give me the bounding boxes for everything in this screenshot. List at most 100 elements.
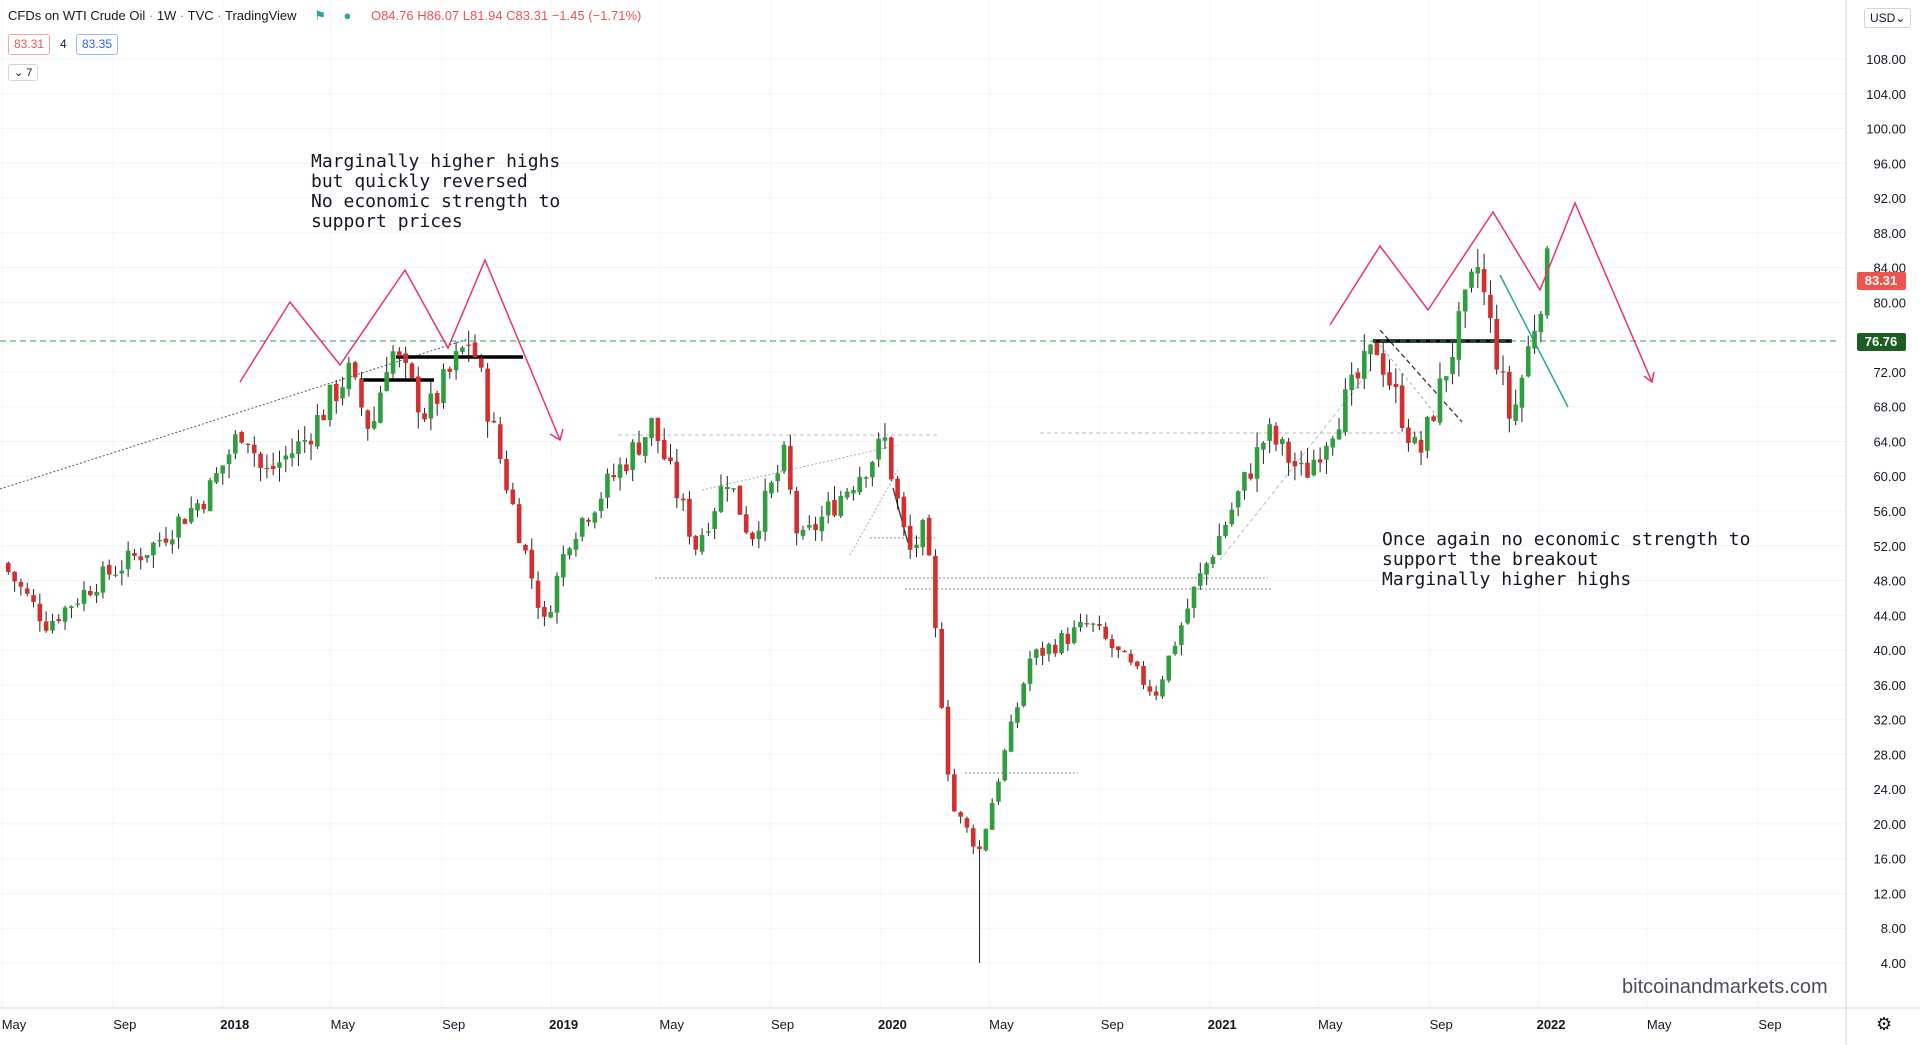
bearish-candle [1052,644,1058,654]
bullish-candle [460,347,465,352]
bearish-candle [1500,371,1506,373]
bullish-candle [94,591,99,596]
bearish-candle [636,442,642,455]
bullish-candle [989,803,995,830]
bearish-candle [201,503,207,510]
bullish-candle [346,362,352,390]
bullish-candle [1179,625,1184,646]
bearish-candle [1122,651,1127,653]
indicators-toggle[interactable]: ⌄ 7 [8,64,39,81]
ohlc-values: O84.76 H86.07 L81.94 C83.31 −1.45 (−1.71… [371,8,641,23]
settings-gear-icon[interactable]: ⚙ [1876,1014,1893,1034]
bullish-candle [844,491,850,498]
bullish-candle [1532,330,1537,349]
bearish-candle [491,420,497,423]
bearish-candle [352,362,358,378]
interval-label[interactable]: 1W [156,8,177,23]
bearish-candle [958,812,963,817]
bullish-candle [592,512,598,523]
bullish-candle [1034,649,1039,658]
bearish-candle [1380,353,1386,375]
bullish-candle [151,542,156,556]
bullish-candle [579,518,585,537]
bullish-candle [775,473,781,482]
flag-icon[interactable]: ⚑ [314,8,326,23]
annotation-right[interactable]: Once again no economic strength to suppo… [1382,529,1751,590]
bullish-candle [1462,289,1468,312]
time-tick-label: 2020 [878,1017,907,1032]
ohlc-open: O84.76 [370,8,414,23]
bullish-candle [851,490,856,494]
time-tick-label: May [331,1017,356,1032]
bearish-candle [251,444,257,454]
time-tick-label: 2022 [1537,1017,1566,1032]
bullish-candle [195,503,200,511]
bearish-candle [680,498,686,501]
bullish-candle [863,477,869,479]
price-tick-label: 8.00 [1881,921,1906,936]
trendline-2017-2018 [0,338,469,490]
price-tick-label: 104.00 [1866,87,1906,102]
time-tick-label: Sep [771,1017,794,1032]
time-tick-label: Sep [113,1017,136,1032]
bearish-candle [1317,459,1323,463]
symbol-name[interactable]: CFDs on WTI Crude Oil [8,8,146,23]
bearish-candle [1507,371,1512,419]
bullish-candle [1197,573,1203,586]
annotation-left[interactable]: Marginally higher highs but quickly reve… [311,151,561,232]
bearish-candle [516,504,522,544]
bearish-candle [1103,626,1108,639]
bullish-candle [806,525,812,528]
spread-value: 4 [60,37,67,51]
time-tick-label: 2021 [1208,1017,1237,1032]
bullish-candle [62,607,68,622]
bearish-candle [1109,639,1115,649]
bullish-candle [699,534,705,552]
bearish-candle [434,392,440,404]
bullish-candle [220,465,226,474]
buy-button[interactable]: 83.35 [76,34,119,55]
currency-selector[interactable]: USD⌄ [1864,8,1912,28]
bullish-candle [1185,608,1190,624]
bearish-candle [687,498,692,537]
bullish-candle [1525,346,1531,377]
bearish-candle [321,414,326,421]
exchange-label: TVC [187,8,214,23]
bearish-candle [397,351,402,357]
bullish-candle [371,421,377,429]
bullish-candle [176,516,181,538]
bearish-candle [12,571,17,582]
last-price-badge [1857,272,1906,290]
bullish-candle [100,566,106,593]
separator: · [217,8,226,23]
price-tick-label: 56.00 [1873,504,1906,519]
separator: · [148,8,157,23]
sell-button[interactable]: 83.31 [8,34,51,55]
time-tick-label: 2018 [220,1017,249,1032]
bearish-candle [264,467,270,470]
bullish-candle [1469,271,1474,288]
bearish-candle [542,606,547,617]
bullish-candle [857,476,863,493]
bearish-candle [87,591,93,596]
bearish-candle [611,474,617,478]
projection-lines [239,201,1655,442]
bullish-candle [453,351,459,371]
price-axis[interactable]: 4.00 8.00 12.00 16.00 20.00 24.00 28.00 32.00 36… [1866,52,1906,971]
bearish-candle [497,424,503,460]
bearish-candle [1305,462,1310,478]
bullish-candle [1015,707,1020,723]
bullish-candle [1368,344,1373,355]
bearish-candle [1248,473,1254,479]
price-tick-label: 80.00 [1873,295,1906,310]
price-tick-label: 40.00 [1873,643,1906,658]
bullish-candle [1456,311,1462,360]
indicators-count: 7 [26,67,33,79]
bearish-candle [1273,425,1279,445]
time-tick-label: Sep [442,1017,465,1032]
bearish-candle [485,368,490,422]
bearish-candle [43,621,49,631]
time-axis[interactable]: May Sep 2018 May Sep 2019 May Sep 2020 May Sep 2021… [2,1017,1782,1032]
bearish-candle [952,774,957,812]
